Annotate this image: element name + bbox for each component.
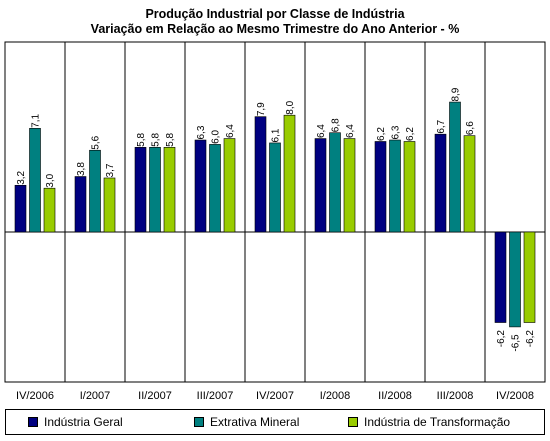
- data-label: 3,2: [16, 170, 27, 184]
- chart-subtitle: Variação em Relação ao Mesmo Trimestre d…: [90, 22, 460, 36]
- data-label: 6,2: [376, 127, 387, 141]
- data-label: 6,2: [405, 127, 416, 141]
- bar: [14, 184, 27, 233]
- chart-title: Produção Industrial por Classe de Indúst…: [145, 7, 405, 21]
- data-labels-group: 3,27,13,03,85,63,75,8 5,8 5,86,3 6,0 6,47,96…: [16, 87, 536, 351]
- bar: [434, 133, 447, 233]
- legend-swatch: [194, 417, 204, 427]
- bar: [463, 135, 476, 233]
- bar: [103, 177, 116, 233]
- bar: [509, 231, 521, 328]
- data-label: -6,5: [511, 334, 522, 352]
- bar: [449, 101, 461, 233]
- bar: [283, 114, 296, 233]
- data-label: 5,6: [91, 135, 102, 149]
- bar: [254, 116, 267, 233]
- legend: Indústria Geral Extrativa Mineral Indúst…: [5, 409, 545, 435]
- data-label: 5,8: [151, 132, 162, 146]
- legend-swatch: [348, 417, 358, 427]
- category-label: III/2007: [197, 390, 234, 402]
- legend-item-industria-transformacao: Indústria de Transformação: [348, 416, 510, 429]
- data-label: 6,4: [345, 124, 356, 138]
- legend-label: Extrativa Mineral: [210, 415, 300, 429]
- category-label: II/2007: [138, 390, 172, 402]
- data-label: 7,9: [256, 102, 267, 116]
- category-dividers: [64, 42, 486, 382]
- legend-label: Indústria de Transformação: [364, 415, 511, 429]
- bar: [149, 147, 161, 233]
- bar: [269, 142, 281, 233]
- data-label: 6,8: [331, 118, 342, 132]
- bar: [89, 149, 101, 233]
- bar: [74, 176, 87, 233]
- bar: [134, 147, 147, 233]
- category-label: IV/2006: [16, 390, 54, 402]
- data-label: 6,0: [211, 130, 222, 144]
- data-label: 3,0: [45, 173, 56, 187]
- legend-item-industria-geral: Indústria Geral: [28, 416, 123, 429]
- data-label: 6,7: [436, 119, 447, 133]
- bar: [494, 231, 507, 323]
- data-label: -6,2: [496, 330, 507, 348]
- bar: [163, 147, 176, 233]
- bar: [403, 141, 416, 233]
- bar: [209, 144, 221, 233]
- bar: [29, 128, 41, 233]
- category-label: III/2008: [437, 390, 474, 402]
- bar: [329, 132, 341, 233]
- bar: [389, 139, 401, 233]
- category-label: I/2007: [80, 390, 111, 402]
- legend-label: Indústria Geral: [44, 415, 123, 429]
- data-label: 8,0: [285, 100, 296, 114]
- data-label: 8,9: [451, 87, 462, 101]
- data-label: 6,4: [225, 124, 236, 138]
- data-label: 5,8: [165, 132, 176, 146]
- legend-item-extrativa-mineral: Extrativa Mineral: [194, 416, 299, 429]
- data-label: 6,3: [196, 125, 207, 139]
- bar: [523, 231, 536, 323]
- data-label: 6,6: [465, 121, 476, 135]
- legend-swatch: [28, 417, 38, 427]
- category-label: IV/2008: [496, 390, 534, 402]
- bar: [43, 187, 56, 233]
- category-label: I/2008: [320, 390, 351, 402]
- bars-group: [14, 101, 536, 328]
- data-label: 6,1: [271, 128, 282, 142]
- data-label: 5,8: [136, 132, 147, 146]
- bar: [374, 141, 387, 233]
- data-label: 6,3: [391, 125, 402, 139]
- data-label: 3,7: [105, 163, 116, 177]
- bar: [223, 138, 236, 233]
- data-label: 6,4: [316, 124, 327, 138]
- data-label: -6,2: [525, 330, 536, 348]
- bar: [314, 138, 327, 233]
- bar: [343, 138, 356, 233]
- category-label: IV/2007: [256, 390, 294, 402]
- data-label: 7,1: [31, 114, 42, 128]
- data-label: 3,8: [76, 162, 87, 176]
- bar: [194, 139, 207, 233]
- category-labels-group: IV/2006 I/2007 II/2007 III/2007 IV/2007 I/200…: [16, 390, 534, 402]
- category-label: II/2008: [378, 390, 412, 402]
